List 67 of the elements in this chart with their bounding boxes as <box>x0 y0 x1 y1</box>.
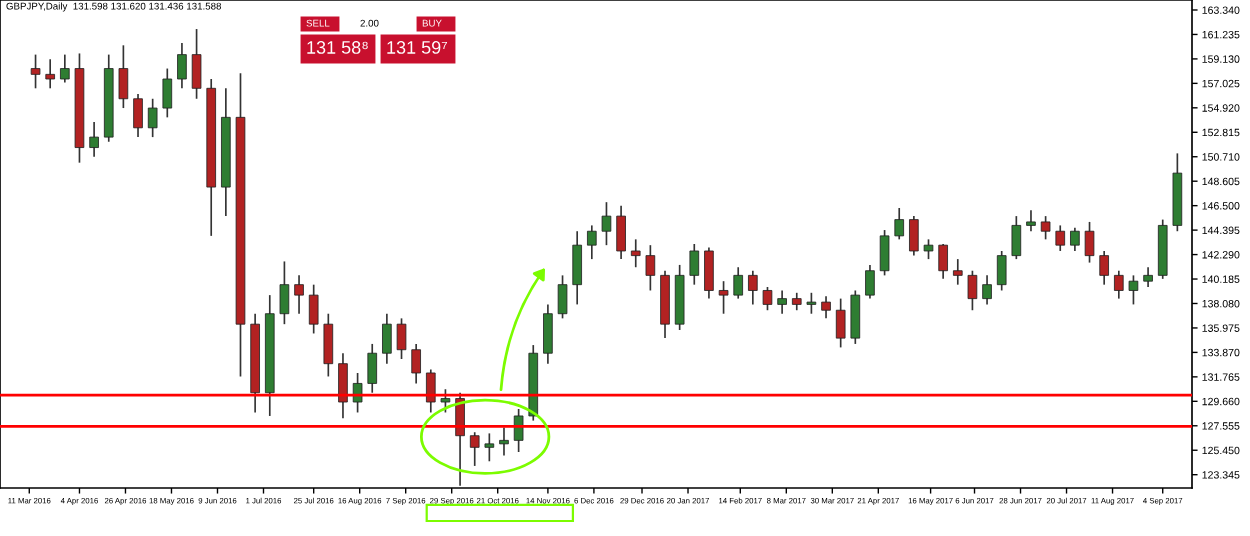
candlestick <box>133 93 143 138</box>
annotation: 131 58⁸ <box>307 41 368 54</box>
candlestick <box>425 368 436 414</box>
candlestick <box>909 215 919 257</box>
candlestick <box>162 67 173 119</box>
candlestick <box>894 207 905 241</box>
candlestick <box>572 230 582 306</box>
candlestick <box>587 224 597 260</box>
candlestick <box>1026 209 1036 233</box>
candlestick <box>513 408 524 453</box>
candlestick <box>1143 266 1153 288</box>
candlestick <box>733 266 744 300</box>
candlestick <box>601 201 612 246</box>
candlestick <box>865 264 875 300</box>
candlestick <box>543 303 553 365</box>
candlestick <box>89 121 99 158</box>
candlestick <box>367 343 378 394</box>
candlestick <box>1128 274 1139 306</box>
candlestick <box>177 42 187 90</box>
candlestick <box>1055 224 1066 252</box>
candlestick <box>821 295 831 320</box>
candlestick <box>118 44 129 109</box>
candlestick <box>630 238 641 269</box>
candlestick <box>1114 269 1124 300</box>
candlestick <box>60 53 70 84</box>
candlestick <box>294 274 304 315</box>
candlestick <box>484 432 495 463</box>
candlestick <box>191 28 202 100</box>
candlestick <box>704 246 714 300</box>
candlestick <box>323 312 334 378</box>
candlestick <box>689 243 700 286</box>
candlestick <box>411 343 421 385</box>
candlestick <box>645 244 656 292</box>
candlestick <box>1099 250 1109 286</box>
candlestick <box>338 352 348 420</box>
candlestick <box>1070 226 1080 252</box>
candlestick <box>1040 215 1051 241</box>
candlestick <box>850 289 861 345</box>
candlestick <box>499 426 509 457</box>
candlestick <box>396 317 407 360</box>
candlestick <box>718 280 729 315</box>
candlestick <box>616 204 626 260</box>
candlestick <box>308 283 319 335</box>
candlestick <box>952 258 963 286</box>
candlestick <box>45 58 55 90</box>
candlestick <box>835 297 846 349</box>
candlestick <box>1084 221 1095 264</box>
candlestick <box>923 238 934 260</box>
candlestick <box>879 229 890 277</box>
candlestick <box>806 291 817 315</box>
candlestick <box>382 312 392 365</box>
candlestick <box>967 269 978 312</box>
candlestick <box>777 289 787 315</box>
candlestick <box>30 53 41 90</box>
candlestick <box>147 97 158 138</box>
candlestick <box>982 274 992 306</box>
candlestick <box>469 431 480 467</box>
candlestick <box>748 269 758 306</box>
candlestick <box>1011 215 1022 260</box>
candlestick <box>279 260 290 326</box>
candlestick <box>352 372 363 414</box>
candlestick <box>440 388 451 414</box>
candlestick <box>762 286 773 312</box>
annotation: 131 59⁷ <box>387 41 448 54</box>
candlestick <box>557 274 568 320</box>
candlestick <box>938 243 948 280</box>
candlestick <box>996 250 1007 292</box>
